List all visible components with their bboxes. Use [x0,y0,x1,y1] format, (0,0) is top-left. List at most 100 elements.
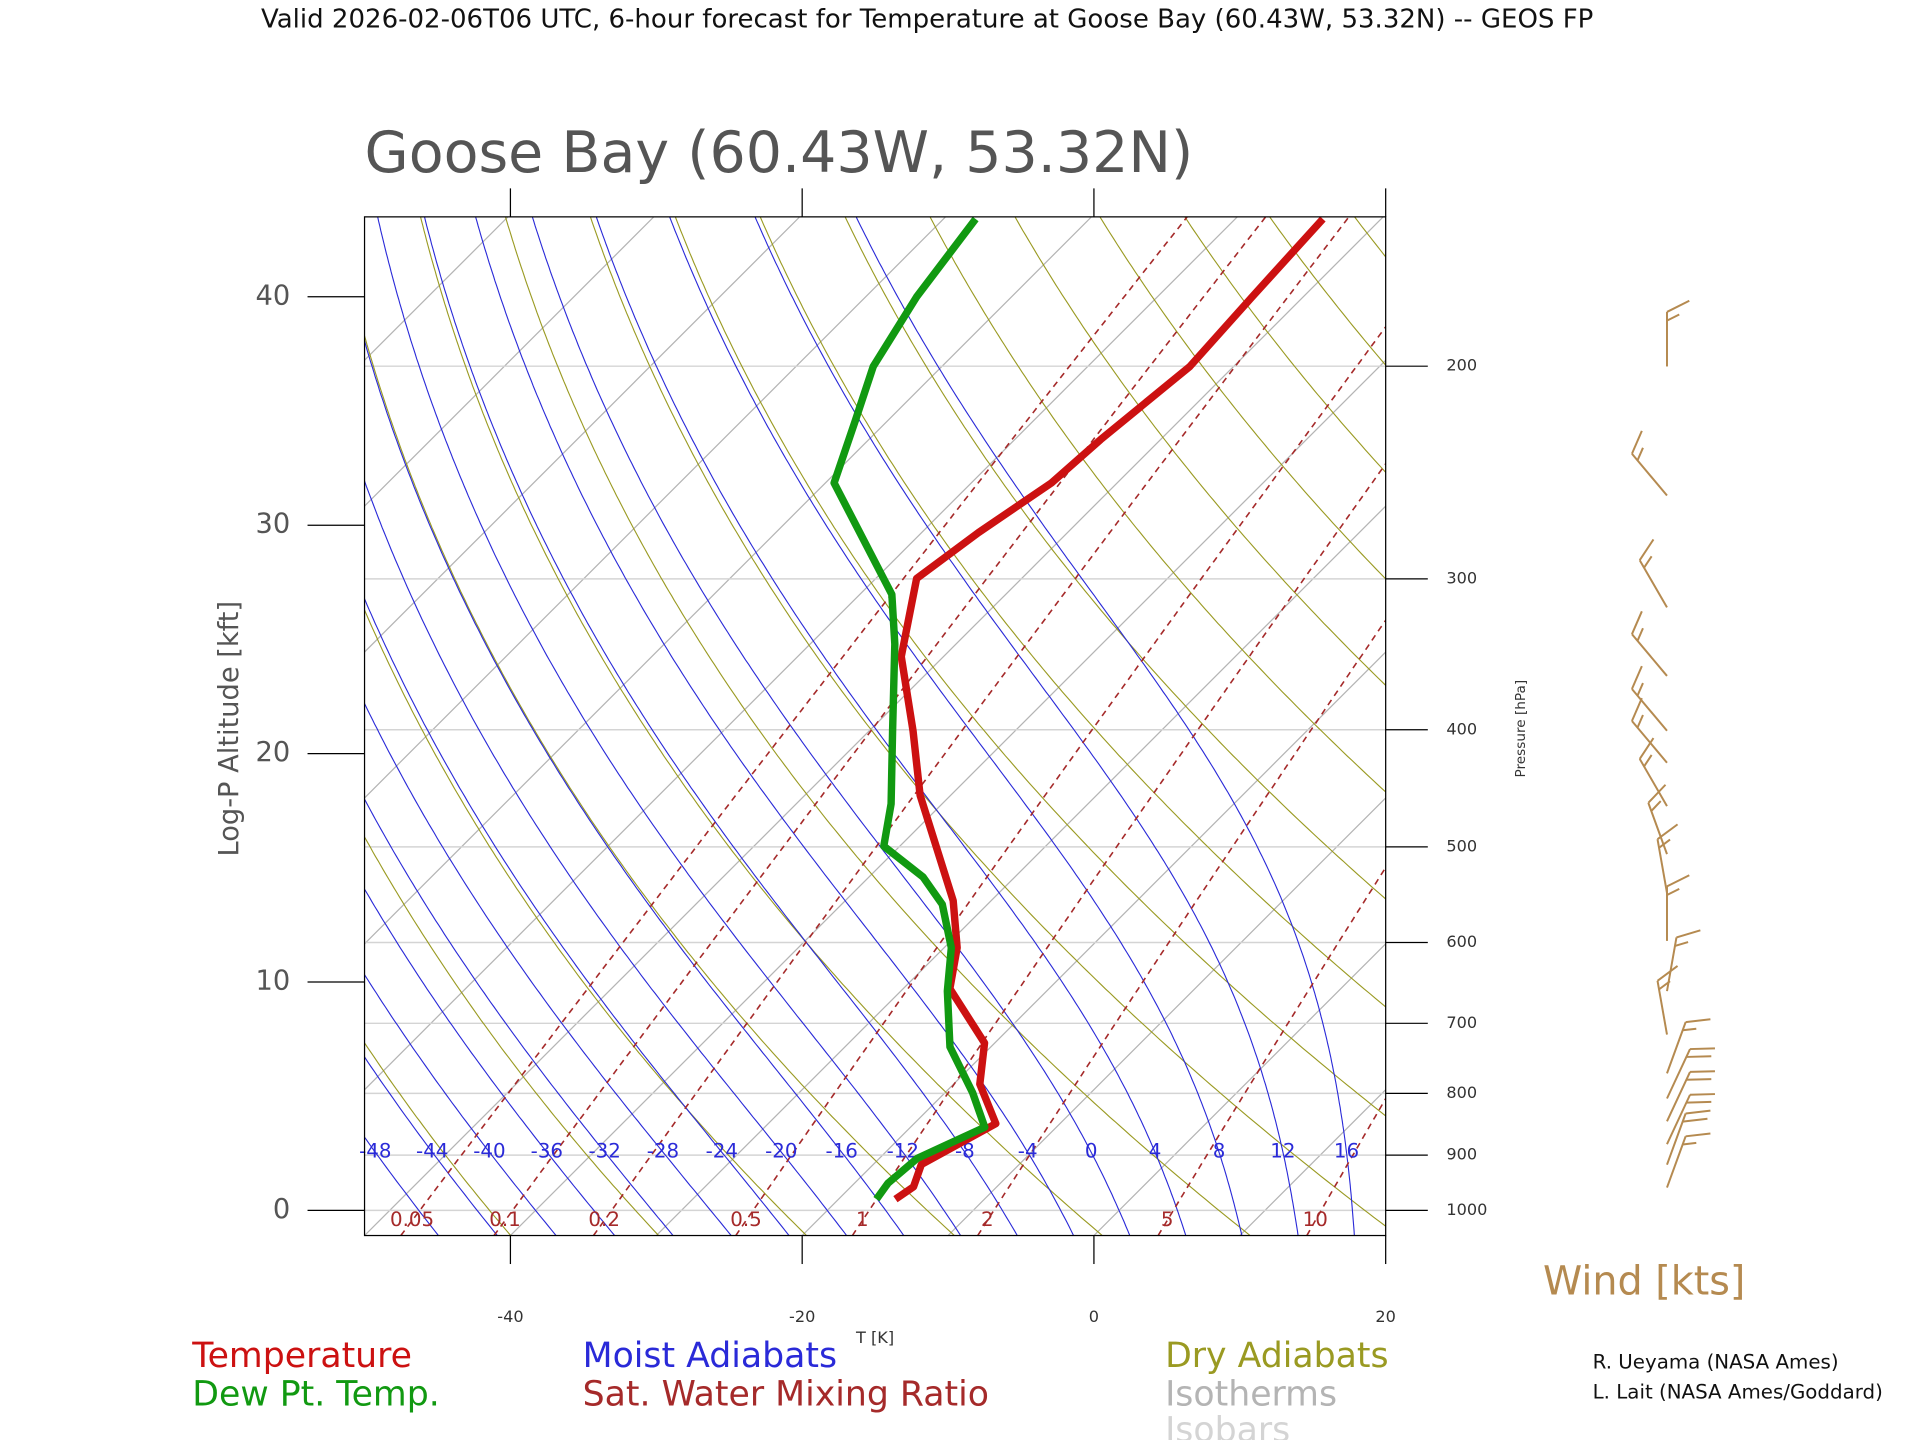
barb-feather [1686,1100,1712,1104]
wind-barb [1665,299,1690,367]
wind-title: Wind [kts] [1543,1258,1745,1304]
dry-adiabat [1779,217,1920,1236]
dry-adiabat [504,216,1251,1236]
barb-staff [1647,802,1668,855]
barb-feather [1643,754,1653,767]
dry-adiabat [1864,217,1920,1236]
barb-feather [1690,1047,1715,1051]
barb-feather [1686,1055,1712,1058]
moist-adiabat-label: -16 [825,1140,857,1163]
dry-adiabat [1694,217,1920,1236]
x-tick-label: -40 [497,1307,523,1326]
isotherm [364,216,947,799]
dry-adiabat [1014,216,1386,687]
pressure-tick-label: 600 [1446,932,1477,951]
dry-adiabat [589,216,1386,1227]
dry-adiabat [1269,216,1386,366]
isotherm [364,216,1238,1091]
wind-barb [1666,1093,1715,1145]
moist-adiabat [531,216,1131,1236]
isotherm [947,797,1386,1236]
y-axis-label: Log-P Altitude [kft] [214,601,245,857]
isotherm [0,217,362,1236]
barb-feather [1656,823,1679,841]
moist-adiabat-label: -24 [706,1140,738,1163]
wind-barb [1631,665,1668,732]
y-tick-label: 20 [256,737,291,768]
barb-staff [1666,1071,1691,1122]
wind-barb [1666,1109,1711,1166]
pressure-axis-label: Pressure [hPa] [1513,680,1529,778]
barb-staff [1631,720,1668,764]
pressure-tick-label: 200 [1446,356,1477,375]
wind-barb [1631,697,1668,764]
barb-feather [1666,313,1680,322]
mixing-ratio-line [1306,1097,1386,1236]
barb-feather [1631,665,1643,690]
dry-adiabat [0,217,215,1236]
moist-adiabat [364,479,848,1236]
page-title: Valid 2026-02-06T06 UTC, 6-hour forecast… [261,4,1593,34]
barb-staff [1656,839,1668,894]
mixing-ratio-label: 5 [1161,1208,1174,1231]
wind-barb [1631,430,1668,497]
dry-adiabat [364,1041,512,1236]
legend-entry: Isotherms [1165,1374,1337,1414]
x-tick-label: 20 [1375,1307,1396,1326]
moist-adiabat [364,973,557,1236]
barb-feather [1636,627,1644,642]
dry-adiabat [364,333,955,1236]
mixing-ratio-line [493,216,1267,1236]
moist-adiabat-label: -44 [416,1140,448,1163]
plot-frame [363,216,1387,1237]
isotherm [1239,1088,1386,1236]
isotherm [1093,942,1386,1236]
wind-barb [1656,965,1679,1035]
moist-adiabat-label: 4 [1149,1140,1162,1163]
x-tick-label: 0 [1089,1307,1099,1326]
barb-staff [1666,1048,1691,1099]
moist-adiabat-label: -48 [359,1140,391,1163]
moist-adiabat-label: 0 [1085,1140,1098,1163]
mixing-ratio-label: 0.5 [730,1208,762,1231]
moist-adiabat-label: 12 [1270,1140,1295,1163]
mixing-ratio-label: 1 [856,1208,869,1231]
moist-adiabat-label: -32 [588,1140,620,1163]
barb-feather [1666,888,1680,896]
barb-feather [1676,929,1701,939]
barb-staff [1631,453,1668,497]
moist-adiabat [364,798,674,1236]
moist-adiabat [475,216,1075,1236]
barb-feather [1636,714,1644,729]
y-tick-label: 40 [256,280,291,311]
wind-barb [1666,1018,1711,1074]
barb-feather [1631,430,1643,455]
mixing-ratio-line [977,618,1386,1236]
x-tick-label: -20 [789,1307,815,1326]
barb-feather [1636,447,1644,461]
barb-feather [1686,1078,1712,1081]
legend-entry: Sat. Water Mixing Ratio [583,1374,989,1414]
moist-adiabat-label: -4 [1018,1140,1038,1163]
moist-adiabat-label: -28 [647,1140,679,1163]
pressure-tick-label: 900 [1446,1145,1477,1164]
barb-feather [1685,1109,1711,1115]
barb-feather [1666,874,1690,888]
wind-barb [1631,610,1668,677]
mixing-ratio-line [592,216,1350,1236]
wind-barb [1656,823,1679,894]
mixing-ratio-label: 0.2 [588,1208,620,1231]
wind-barb [1665,874,1690,941]
barb-feather [1666,299,1690,313]
barb-staff [1638,559,1668,608]
moist-adiabat-label: -12 [887,1140,919,1163]
mixing-ratio-line [400,216,1188,1236]
barb-staff [1666,1113,1687,1166]
moist-adiabat-label: 16 [1334,1140,1359,1163]
barb-feather [1682,1117,1708,1123]
wind-barb [1666,929,1701,992]
plot-layer: -48 -44 -40 -36 -32 -28 -24 -20 -16 -12 -8 -4 0 4 8 12 1… [191,188,1883,1440]
barb-staff [1666,1021,1687,1074]
dry-adiabat [929,216,1386,793]
